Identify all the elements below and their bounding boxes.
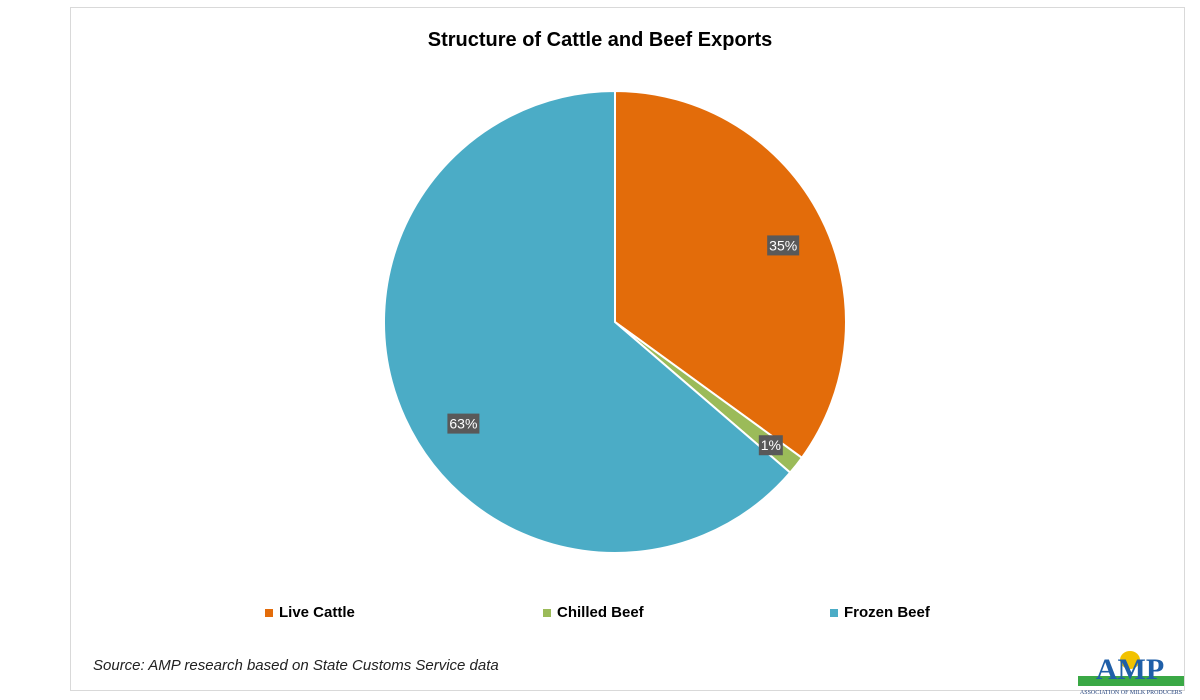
amp-logo: AMP ASSOCIATION OF MILK PRODUCERS — [1078, 651, 1184, 696]
data-label-chilled-beef: 1% — [758, 435, 783, 456]
logo-grass — [1078, 676, 1184, 686]
logo-text: AMP — [1096, 653, 1164, 686]
legend-item-chilled-beef: Chilled Beef — [543, 604, 644, 621]
logo-subtitle: ASSOCIATION OF MILK PRODUCERS — [1080, 690, 1182, 696]
chart-legend: Live Cattle Chilled Beef Frozen Beef — [0, 604, 1200, 624]
data-label-frozen-beef: 63% — [447, 413, 480, 434]
legend-label-live-cattle: Live Cattle — [279, 604, 355, 621]
svg-text:1%: 1% — [761, 437, 781, 453]
legend-item-live-cattle: Live Cattle — [265, 604, 355, 621]
legend-swatch-frozen-beef — [830, 608, 838, 617]
source-note: Source: AMP research based on State Cust… — [93, 657, 499, 674]
svg-text:63%: 63% — [449, 416, 477, 432]
svg-text:35%: 35% — [769, 237, 797, 253]
legend-swatch-chilled-beef — [543, 608, 551, 617]
logo-pot — [1120, 651, 1140, 669]
legend-label-chilled-beef: Chilled Beef — [557, 604, 644, 621]
data-label-live-cattle: 35% — [767, 235, 800, 256]
chart-title: Structure of Cattle and Beef Exports — [427, 29, 773, 51]
pie-slice-frozen-beef — [383, 89, 792, 554]
legend-label-frozen-beef: Frozen Beef — [844, 604, 930, 621]
legend-swatch-live-cattle — [265, 608, 273, 617]
legend-item-frozen-beef: Frozen Beef — [830, 604, 930, 621]
pie-slice-live-cattle — [614, 89, 847, 460]
